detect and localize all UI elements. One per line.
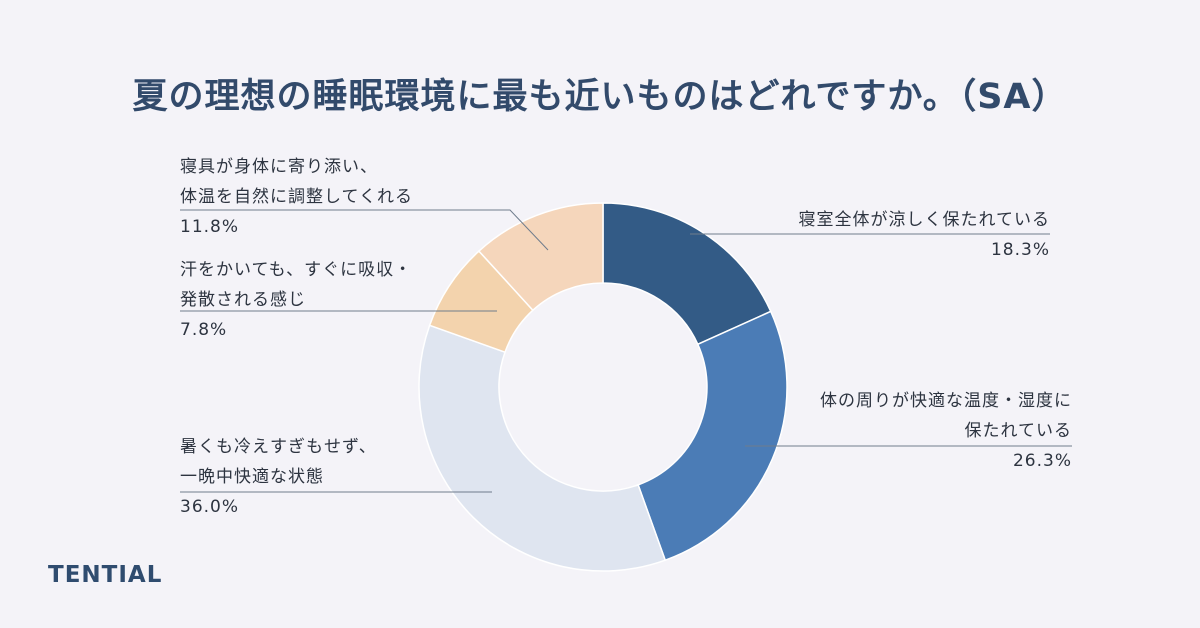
- slice-label-text: 汗をかいても、すぐに吸収・: [180, 260, 413, 280]
- chart-title: 夏の理想の睡眠環境に最も近いものはどれですか。（SA）: [132, 77, 1068, 117]
- leader-line: [180, 209, 549, 251]
- slice-label-1: 体の周りが快適な温度・湿度に 保たれている 26.3%: [820, 386, 1072, 476]
- slice-label-text: 暑くも冷えすぎもせず、: [180, 437, 377, 457]
- donut-slice: [477, 202, 604, 312]
- slice-label-text: 体温を自然に調整してくれる: [180, 187, 413, 207]
- slice-label-percent: 11.8%: [180, 217, 240, 237]
- donut-slice: [418, 324, 667, 572]
- slice-label-4: 寝具が身体に寄り添い、 体温を自然に調整してくれる 11.8%: [180, 152, 413, 242]
- slice-label-percent: 18.3%: [990, 240, 1050, 260]
- slice-label-text: 発散される感じ: [180, 290, 306, 310]
- slice-label-2: 暑くも冷えすぎもせず、 一晩中快適な状態 36.0%: [180, 432, 377, 522]
- slice-label-text: 保たれている: [964, 421, 1072, 441]
- slice-label-text: 寝具が身体に寄り添い、: [180, 157, 378, 177]
- donut-slice: [637, 310, 788, 562]
- slice-label-text: 一晩中快適な状態: [180, 467, 324, 487]
- slice-label-text: 寝室全体が涼しく保たれている: [798, 210, 1050, 230]
- slice-label-percent: 7.8%: [180, 320, 228, 340]
- slice-label-0: 寝室全体が涼しく保たれている 18.3%: [799, 205, 1051, 265]
- brand-logo: TENTIAL: [48, 562, 163, 588]
- slice-label-text: 体の周りが快適な温度・湿度に: [820, 391, 1072, 411]
- slice-label-percent: 26.3%: [1012, 451, 1072, 471]
- slice-label-percent: 36.0%: [180, 497, 240, 517]
- slice-label-3: 汗をかいても、すぐに吸収・ 発散される感じ 7.8%: [180, 255, 412, 345]
